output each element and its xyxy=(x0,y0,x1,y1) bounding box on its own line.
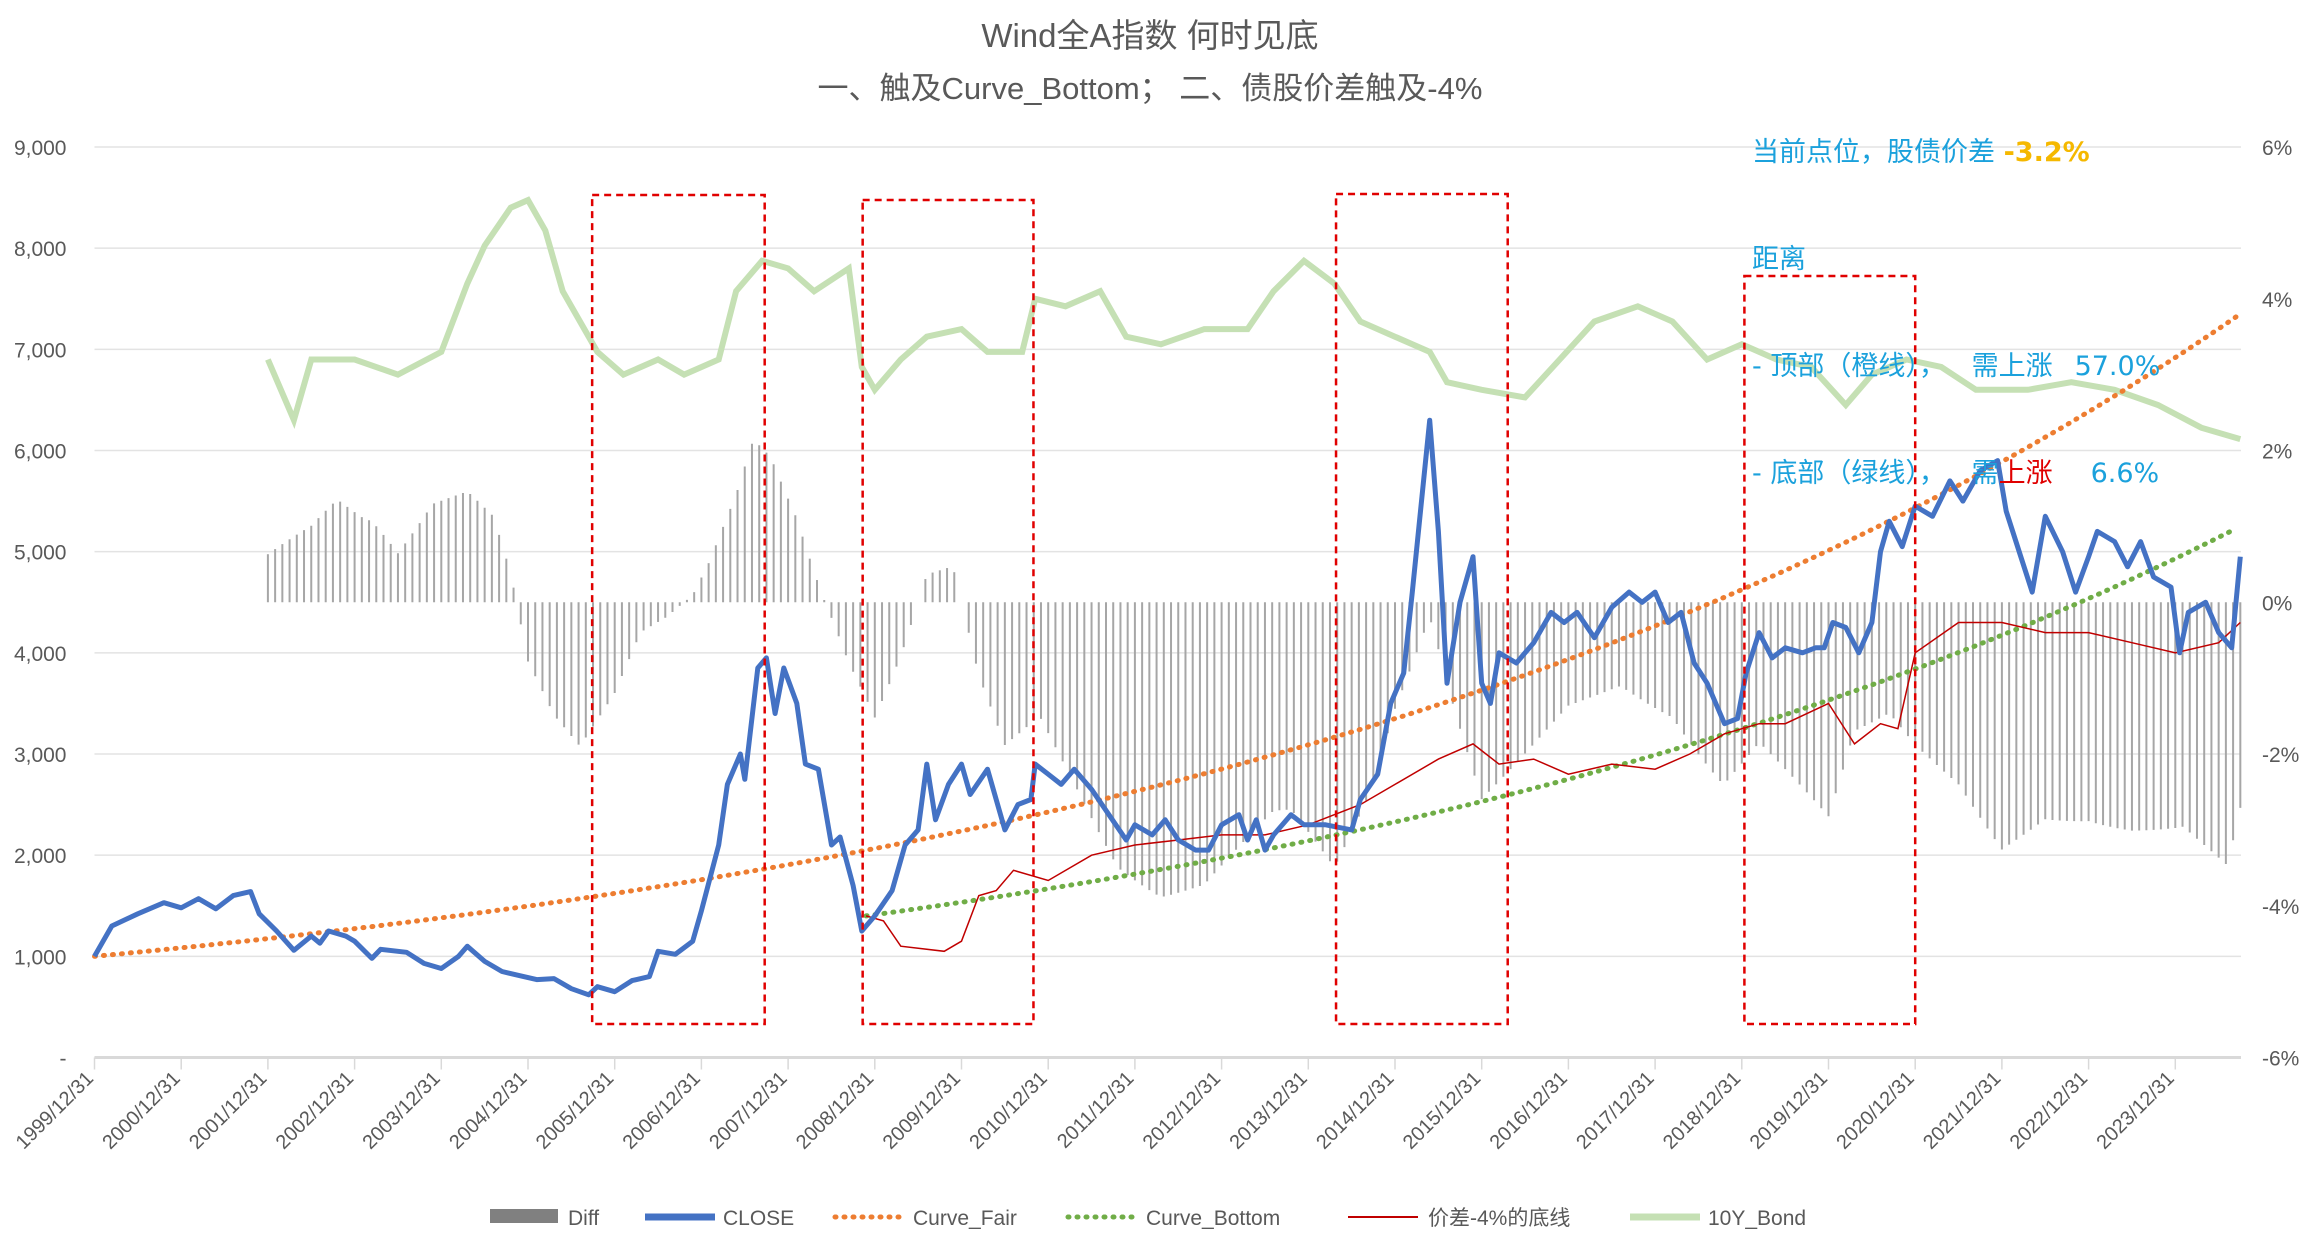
y-right-tick-label: 4% xyxy=(2262,289,2292,312)
y-left-tick-label: 5,000 xyxy=(14,542,67,565)
series-10y-bond xyxy=(265,196,2242,442)
y-right-tick-label: 6% xyxy=(2262,137,2292,160)
y-right-tick-label: -2% xyxy=(2262,744,2299,767)
y-left-tick-label: 4,000 xyxy=(14,643,67,666)
x-tick-label: 2008/12/31 xyxy=(792,1067,878,1153)
x-tick-label: 2018/12/31 xyxy=(1659,1067,1745,1153)
legend-label: CLOSE xyxy=(723,1207,794,1230)
y-left-tick-label: 9,000 xyxy=(14,137,67,160)
x-tick-label: 2000/12/31 xyxy=(98,1067,184,1153)
x-tick-label: 2015/12/31 xyxy=(1399,1067,1485,1153)
x-tick-label: 2023/12/31 xyxy=(2092,1067,2178,1153)
y-left-tick-label: 6,000 xyxy=(14,441,67,464)
x-tick-label: 2013/12/31 xyxy=(1225,1067,1311,1153)
y-left-tick-label: 7,000 xyxy=(14,339,67,362)
x-tick-label: 2003/12/31 xyxy=(358,1067,444,1153)
annotation-line-4: - 底部（绿线）， 需上涨 6.6% xyxy=(1752,458,2160,489)
series-curve-fair xyxy=(92,314,2239,959)
x-tick-label: 2011/12/31 xyxy=(1053,1067,1138,1152)
highlight-box xyxy=(590,193,766,1026)
y-right-tick-label: 2% xyxy=(2262,441,2292,464)
highlight-box xyxy=(1334,192,1509,1026)
y-right-tick-label: 0% xyxy=(2262,592,2292,615)
y-right-tick-label: -4% xyxy=(2262,896,2299,919)
diff-bars xyxy=(266,443,2242,897)
highlight-boxes xyxy=(590,192,1917,1026)
legend-label: 价差-4%的底线 xyxy=(1428,1207,1570,1230)
x-tick-label: 2009/12/31 xyxy=(879,1067,965,1153)
x-tick-label: 2004/12/31 xyxy=(445,1067,531,1153)
y-right-tick-label: -6% xyxy=(2262,1048,2299,1071)
annotation-line-1: 当前点位，股债价差 -3.2% xyxy=(1752,137,2090,168)
highlight-box xyxy=(861,198,1035,1026)
legend-label: Curve_Fair xyxy=(913,1207,1017,1230)
y-left-tick-label: 1,000 xyxy=(14,946,67,969)
x-tick-label: 2002/12/31 xyxy=(272,1067,358,1153)
x-tick-label: 2005/12/31 xyxy=(532,1067,618,1153)
annotation: 当前点位，股债价差 -3.2% 距离 - 顶部（橙线）， 需上涨 57.0% - … xyxy=(1752,68,2160,521)
x-tick-label: 2021/12/31 xyxy=(1919,1067,2005,1153)
series-curve-bottom xyxy=(863,526,2239,919)
y-left-tick-label: 3,000 xyxy=(14,744,67,767)
chart-title: Wind全A指数 何时见底 xyxy=(981,17,1318,54)
legend-swatch-diff xyxy=(490,1209,558,1223)
legend-label: 10Y_Bond xyxy=(1708,1207,1806,1230)
x-tick-label: 2016/12/31 xyxy=(1486,1067,1572,1153)
x-tick-label: 2010/12/31 xyxy=(965,1067,1051,1153)
series-lines xyxy=(92,196,2243,998)
x-tick-label: 1999/12/31 xyxy=(12,1067,98,1153)
legend-label: Curve_Bottom xyxy=(1146,1207,1280,1230)
x-tick-label: 2007/12/31 xyxy=(705,1067,791,1153)
annotation-line-3: - 顶部（橙线）， 需上涨 57.0% xyxy=(1752,351,2161,382)
legend-label: Diff xyxy=(568,1207,599,1230)
x-tick-label: 2020/12/31 xyxy=(1832,1067,1918,1153)
x-tick-label: 2012/12/31 xyxy=(1139,1067,1225,1153)
x-tick-label: 2022/12/31 xyxy=(2006,1067,2092,1153)
annotation-line-2: 距离 xyxy=(1752,244,1806,275)
x-tick-label: 2006/12/31 xyxy=(619,1067,705,1153)
legend: Diff CLOSE Curve_Fair Curve_Bottom 价差-4%的底线 1… xyxy=(490,1207,1806,1230)
current-diff-value: -3.2% xyxy=(2003,137,2090,168)
series-floor-line xyxy=(865,621,2241,953)
y-left-tick-label: - xyxy=(60,1048,67,1071)
y-left-tick-label: 2,000 xyxy=(14,845,67,868)
x-tick-label: 2014/12/31 xyxy=(1312,1067,1398,1153)
highlight-box xyxy=(1743,274,1917,1026)
x-tick-label: 2001/12/31 xyxy=(185,1067,271,1153)
y-left-tick-label: 8,000 xyxy=(14,238,67,261)
x-tick-label: 2019/12/31 xyxy=(1746,1067,1832,1153)
x-tick-label: 2017/12/31 xyxy=(1572,1067,1658,1153)
gridlines xyxy=(94,146,2241,1059)
chart-subtitle: 一、触及Curve_Bottom； 二、债股价差触及-4% xyxy=(818,71,1483,106)
series-close xyxy=(92,417,2243,998)
